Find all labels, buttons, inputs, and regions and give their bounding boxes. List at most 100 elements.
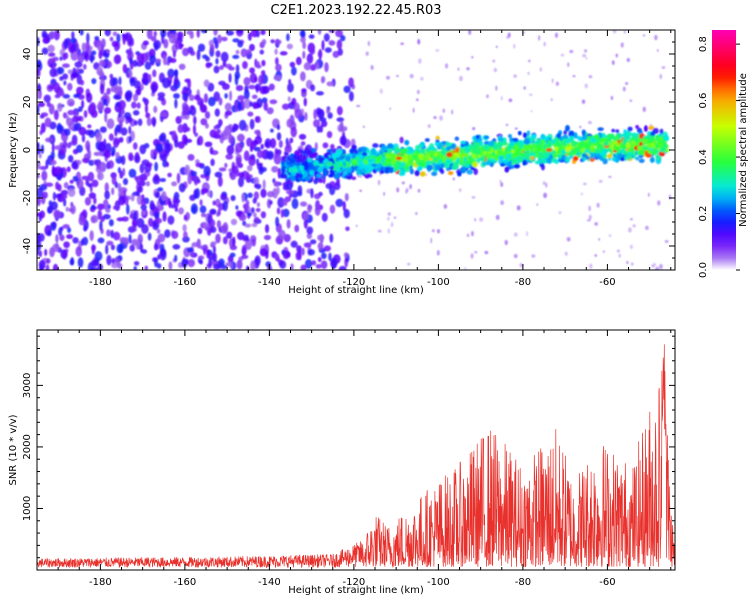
heatmap-signal-cell [442, 150, 447, 156]
heatmap-noise-cell [260, 30, 266, 36]
heatmap-noise-cell [110, 86, 118, 93]
heatmap-sparse-cell [508, 98, 513, 103]
colorbar-tick-label: 0.4 [698, 149, 709, 165]
heatmap-sparse-cell [471, 195, 476, 199]
heatmap-signal-cell [593, 152, 598, 157]
heatmap-signal-cell [652, 148, 657, 154]
heatmap-signal-cell [317, 166, 324, 173]
heatmap-sparse-cell [386, 75, 391, 80]
heatmap-noise-cell [258, 74, 264, 86]
heatmap-noise-cell [348, 91, 354, 102]
heatmap-noise-cell [87, 124, 92, 129]
heatmap-signal-cell [384, 168, 389, 174]
heatmap-noise-cell [226, 30, 235, 36]
heatmap-sparse-cell [417, 188, 421, 193]
heatmap-signal-cell [499, 141, 504, 147]
heatmap-noise-cell [40, 122, 46, 134]
heatmap-noise-cell [113, 138, 119, 148]
heatmap-noise-cell [181, 134, 187, 145]
heatmap-noise-cell [196, 97, 204, 106]
heatmap-signal-cell [407, 159, 414, 164]
heatmap-noise-cell [268, 83, 275, 91]
heatmap-noise-cell [291, 198, 299, 210]
heatmap-noise-cell [68, 42, 76, 54]
heatmap-sparse-cell [359, 189, 362, 192]
heatmap-noise-cell [300, 201, 308, 207]
heatmap-signal-cell [431, 171, 438, 177]
heatmap-noise-cell [323, 33, 330, 42]
heatmap-noise-cell [44, 117, 52, 128]
heatmap-noise-cell [222, 61, 226, 67]
heatmap-signal-cell [453, 161, 459, 168]
heatmap-noise-cell [296, 245, 302, 253]
heatmap-noise-cell [62, 224, 70, 229]
heatmap-noise-cell [118, 100, 126, 110]
heatmap-signal-cell [308, 161, 313, 168]
heatmap-sparse-cell [598, 237, 600, 241]
heatmap-noise-cell [189, 194, 196, 201]
heatmap-signal-cell [529, 156, 535, 161]
heatmap-sparse-cell [642, 34, 645, 37]
heatmap-noise-cell [152, 69, 157, 78]
heatmap-noise-cell [247, 111, 254, 117]
heatmap-noise-cell [52, 243, 60, 253]
heatmap-noise-cell [190, 106, 197, 117]
heatmap-noise-cell [217, 208, 221, 216]
heatmap-noise-cell [104, 107, 112, 114]
heatmap-noise-cell [241, 244, 247, 256]
heatmap-noise-cell [215, 50, 221, 58]
heatmap-noise-cell [115, 124, 121, 133]
heatmap-signal-cell [376, 156, 382, 162]
heatmap-noise-cell [55, 181, 60, 190]
heatmap-noise-cell [189, 32, 194, 39]
heatmap-sparse-cell [409, 184, 412, 190]
heatmap-noise-cell [317, 242, 324, 251]
heatmap-noise-cell [313, 119, 321, 128]
heatmap-noise-cell [37, 160, 41, 170]
heatmap-sparse-cell [569, 49, 574, 54]
heatmap-noise-cell [173, 198, 179, 209]
heatmap-sparse-cell [611, 60, 615, 65]
heatmap-noise-cell [72, 237, 79, 244]
heatmap-noise-cell [277, 197, 285, 208]
heatmap-noise-cell [142, 174, 148, 181]
heatmap-signal-cell [589, 148, 596, 153]
heatmap-noise-cell [154, 211, 160, 219]
heatmap-noise-cell [276, 256, 281, 262]
heatmap-signal-cell [570, 141, 576, 148]
heatmap-signal-cell [523, 144, 529, 151]
heatmap-noise-cell [265, 261, 272, 268]
heatmap-noise-cell [157, 92, 166, 98]
heatmap-noise-cell [154, 58, 162, 63]
heatmap-noise-cell [126, 116, 133, 123]
snr-frame [36, 329, 676, 571]
heatmap-noise-cell [61, 193, 68, 200]
heatmap-noise-cell [70, 139, 78, 146]
heatmap-signal-cell [632, 136, 637, 141]
heatmap-sparse-cell [377, 229, 382, 233]
heatmap-noise-cell [97, 171, 104, 181]
heatmap-noise-cell [278, 229, 286, 240]
heatmap-noise-cell [274, 57, 279, 66]
heatmap-signal-cell [437, 142, 444, 149]
heatmap-signal-cell [290, 176, 296, 182]
heatmap-sparse-cell [538, 35, 541, 41]
heatmap-signal-cell [504, 147, 509, 153]
heatmap-noise-cell [282, 198, 288, 206]
heatmap-noise-cell [91, 78, 97, 85]
heatmap-noise-cell [133, 210, 138, 221]
heatmap-noise-cell [270, 128, 274, 133]
heatmap-signal-cell [536, 138, 542, 145]
heatmap-signal-cell [606, 133, 612, 138]
heatmap-noise-cell [132, 191, 140, 196]
heatmap-noise-cell [279, 51, 288, 56]
heatmap-sparse-cell [588, 214, 592, 220]
heatmap-noise-cell [136, 194, 142, 206]
heatmap-noise-cell [195, 162, 203, 168]
heatmap-signal-cell [395, 160, 402, 166]
heatmap-noise-cell [317, 50, 323, 58]
heatmap-noise-cell [56, 124, 64, 131]
heatmap-noise-cell [238, 176, 244, 188]
heatmap-sparse-cell [586, 219, 591, 222]
heatmap-signal-cell [400, 169, 406, 176]
